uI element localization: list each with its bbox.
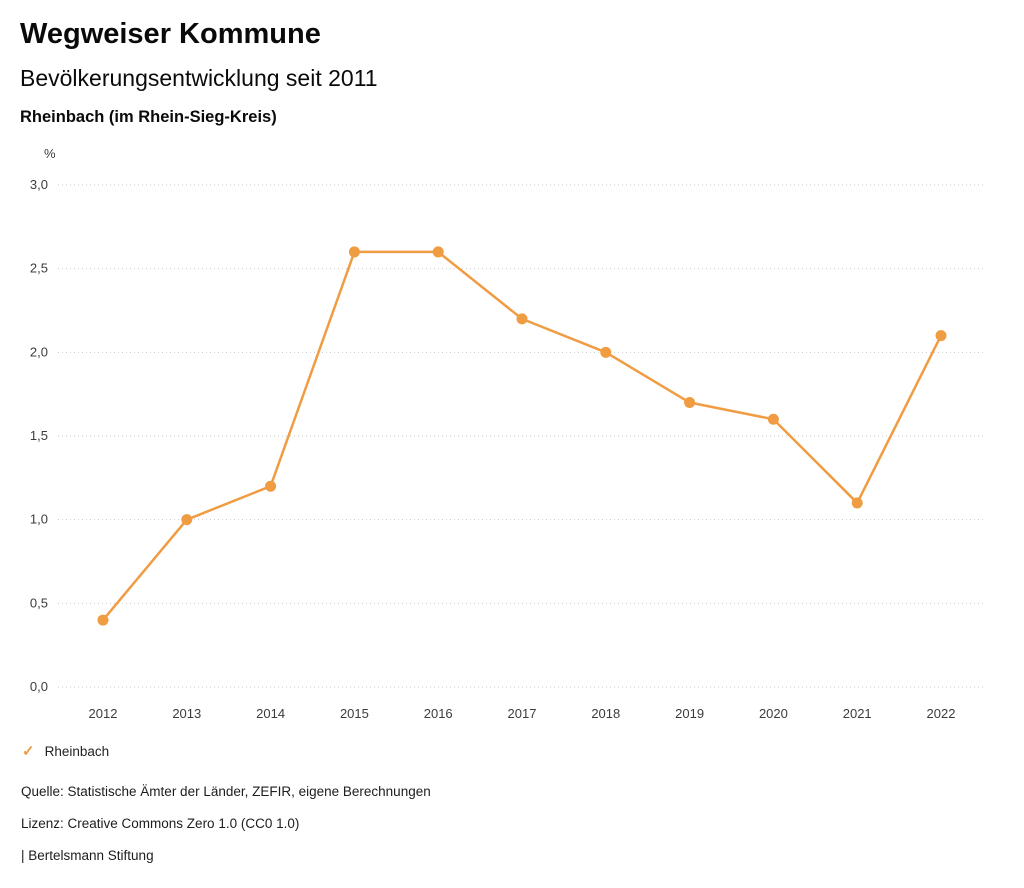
y-axis-unit-label: % <box>44 146 56 161</box>
data-point[interactable] <box>181 514 193 526</box>
y-tick-label: 2,0 <box>30 344 48 359</box>
data-point[interactable] <box>935 330 947 342</box>
license-text: Lizenz: Creative Commons Zero 1.0 (CC0 1… <box>21 816 300 831</box>
x-tick-label: 2014 <box>256 706 285 721</box>
x-tick-label: 2013 <box>172 706 201 721</box>
y-tick-label: 1,0 <box>30 512 48 527</box>
y-tick-label: 1,5 <box>30 428 48 443</box>
y-tick-label: 0,0 <box>30 679 48 694</box>
x-tick-label: 2022 <box>927 706 956 721</box>
data-point[interactable] <box>97 614 109 626</box>
y-tick-label: 2,5 <box>30 261 48 276</box>
check-icon: ✓ <box>22 743 35 760</box>
data-point[interactable] <box>516 313 528 325</box>
population-line-chart: % 0,0 0,5 1,0 1,5 2,0 2,5 3,0 2012 2013 2014 2015 20… <box>30 146 986 721</box>
legend-label: Rheinbach <box>44 744 110 759</box>
y-tick-label: 0,5 <box>30 595 48 610</box>
page-title: Wegweiser Kommune <box>20 18 321 50</box>
source-text: Quelle: Statistische Ämter der Länder, Z… <box>21 784 431 799</box>
data-point[interactable] <box>265 480 277 492</box>
footer: Quelle: Statistische Ämter der Länder, Z… <box>21 784 981 880</box>
data-point[interactable] <box>600 346 612 358</box>
region-label: Rheinbach (im Rhein-Sieg-Kreis) <box>20 108 277 126</box>
x-tick-label: 2021 <box>843 706 872 721</box>
x-tick-label: 2012 <box>89 706 118 721</box>
chart-title: Bevölkerungsentwicklung seit 2011 <box>20 65 378 91</box>
data-point[interactable] <box>767 413 779 425</box>
data-point[interactable] <box>851 497 863 509</box>
attribution-text: | Bertelsmann Stiftung <box>21 848 154 863</box>
x-tick-label: 2019 <box>675 706 704 721</box>
data-point[interactable] <box>684 397 696 409</box>
legend-item-rheinbach[interactable]: ✓ Rheinbach <box>22 744 109 759</box>
data-point[interactable] <box>348 246 360 258</box>
x-tick-label: 2020 <box>759 706 788 721</box>
y-tick-label: 3,0 <box>30 177 48 192</box>
header: Wegweiser Kommune Bevölkerungsentwicklun… <box>0 0 1024 127</box>
chart-area: % 0,0 0,5 1,0 1,5 2,0 2,5 3,0 2012 2013 2014 2015 20… <box>0 132 1024 724</box>
data-point[interactable] <box>432 246 444 258</box>
x-tick-label: 2015 <box>340 706 369 721</box>
x-tick-label: 2017 <box>508 706 537 721</box>
x-tick-label: 2018 <box>591 706 620 721</box>
x-tick-label: 2016 <box>424 706 453 721</box>
